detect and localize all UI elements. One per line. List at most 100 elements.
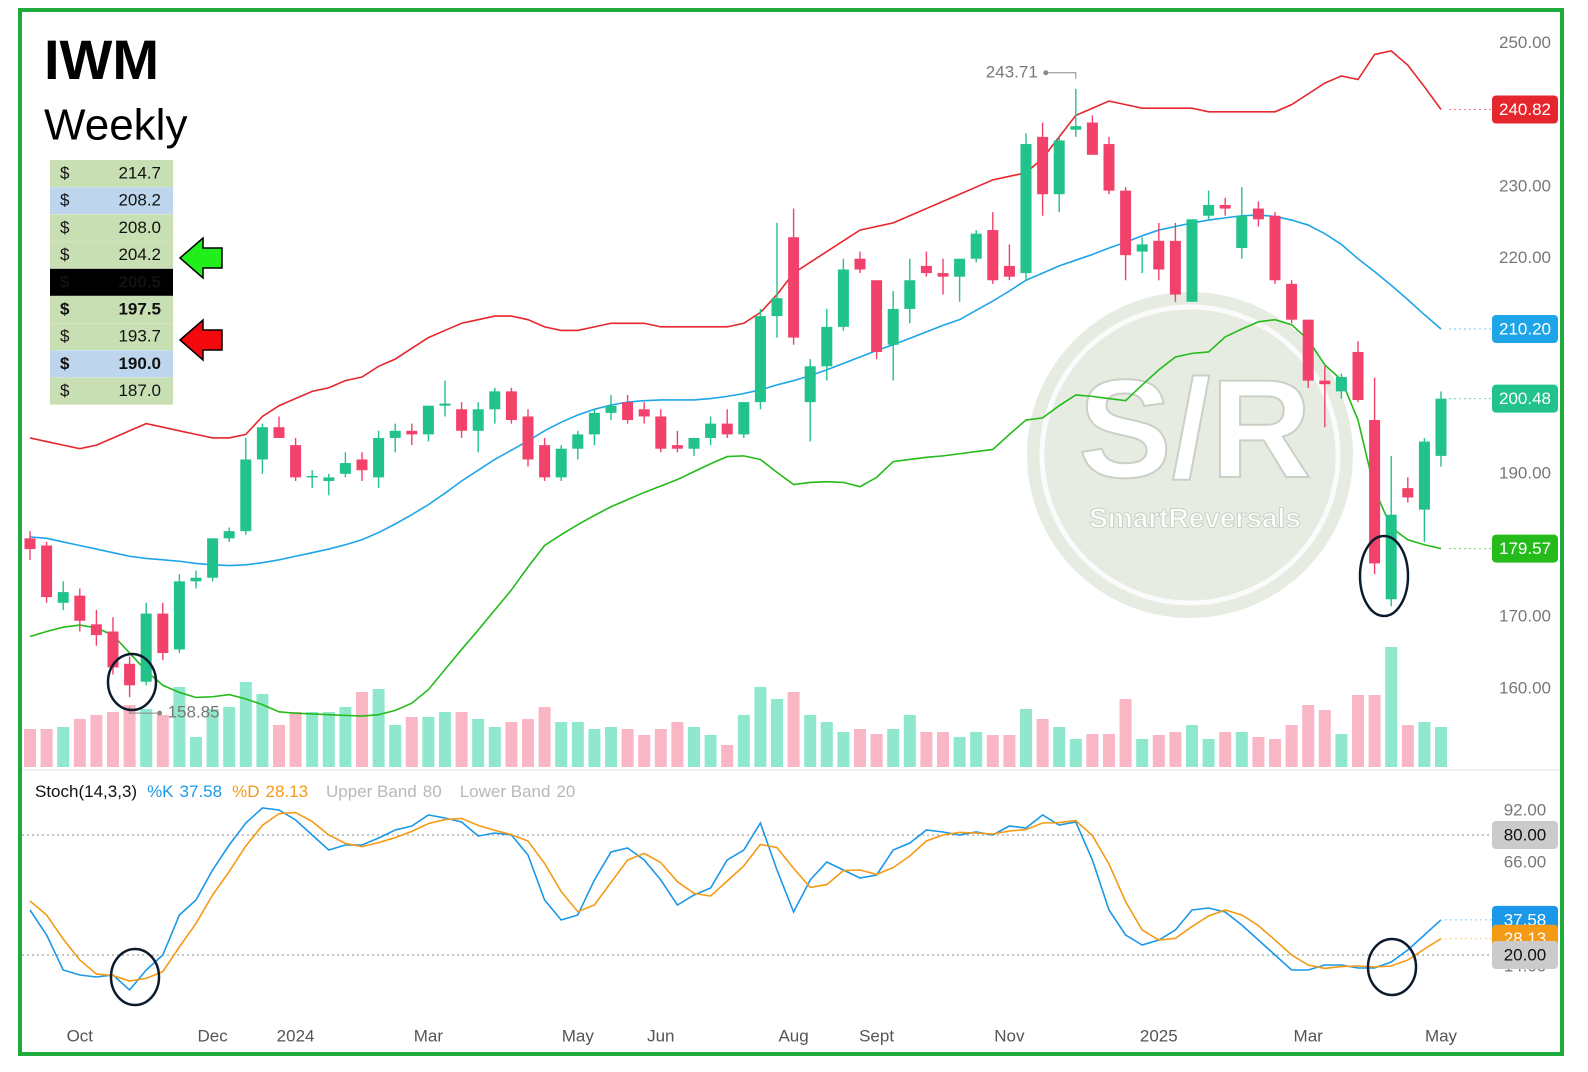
candle-body: [1335, 377, 1347, 392]
candle-body: [655, 416, 667, 449]
volume-bar: [455, 712, 468, 767]
candle-body: [1418, 441, 1430, 510]
x-tick-label: Mar: [1294, 1026, 1324, 1045]
volume-bar: [356, 692, 368, 767]
candle-body: [24, 538, 36, 550]
title: IWM: [44, 28, 159, 91]
y-tick-label: 66.00: [1504, 852, 1547, 871]
value-badge-label: 80.00: [1504, 825, 1547, 844]
candle-body: [1286, 283, 1298, 320]
indicator-line: [29, 807, 1442, 992]
volume-bar: [322, 712, 335, 767]
volume-bar: [206, 709, 219, 767]
candle-body: [638, 409, 650, 417]
volume-bar: [372, 689, 385, 767]
volume-bar: [588, 729, 601, 767]
candle-body: [1369, 420, 1381, 564]
volume-bar: [771, 699, 783, 767]
candle-body: [1352, 351, 1364, 400]
volume-bar: [1219, 732, 1232, 767]
volume-bar: [1086, 734, 1099, 767]
volume-bar: [1069, 739, 1082, 767]
candle-body: [290, 445, 302, 478]
y-tick-label: 170.00: [1499, 607, 1551, 626]
candle-body: [837, 269, 849, 327]
indicator-line: [29, 811, 1442, 982]
volume-bar: [405, 717, 418, 767]
volume-bar: [488, 727, 501, 767]
volume-bar: [123, 705, 136, 767]
subtitle: Weekly: [44, 101, 187, 150]
level-row: [50, 323, 173, 351]
candle-body: [140, 613, 152, 682]
x-tick-label: Dec: [197, 1026, 228, 1045]
highlight-circles: [106, 534, 1418, 1007]
level-symbol: $: [60, 327, 70, 346]
candle-body: [339, 463, 351, 474]
value-badge: [1492, 384, 1558, 413]
candle-body: [1003, 265, 1015, 277]
volume-bar: [986, 735, 999, 767]
candle-body: [522, 416, 534, 460]
volume-bar: [173, 687, 186, 767]
value-badge: [1492, 941, 1558, 969]
band-line: [29, 49, 1442, 450]
volume-bar: [1385, 647, 1398, 767]
volume-bar: [439, 712, 451, 767]
candle-body: [41, 545, 53, 598]
volume-bar: [903, 715, 916, 767]
circle: [109, 947, 161, 1007]
y-tick-label: 92.00: [1504, 800, 1547, 819]
circle: [1358, 534, 1410, 618]
x-tick-label: 2025: [1140, 1026, 1178, 1045]
x-tick-label: 2024: [277, 1026, 315, 1045]
candle-body: [389, 430, 401, 438]
candle-body: [1053, 140, 1065, 195]
volume-bar: [737, 715, 750, 767]
volume-bar: [937, 732, 949, 767]
legend-value: 37.58: [180, 782, 223, 801]
candle-body: [1120, 190, 1132, 256]
candle-body: [373, 437, 385, 478]
level-symbol: $: [60, 163, 70, 182]
candle-body: [1385, 514, 1397, 600]
candle-body: [754, 316, 766, 403]
volume-bar: [754, 687, 767, 767]
indicator-header: Stoch(14,3,3) %K 37.58 %D 28.13 Upper Band 80 L…: [35, 782, 575, 801]
level-symbol: $: [60, 218, 70, 237]
volume-bar: [1136, 739, 1149, 767]
candle-body: [671, 445, 683, 449]
candle-body: [721, 423, 733, 435]
y-tick-label: 190.00: [1499, 463, 1551, 482]
level-symbol: $: [60, 191, 70, 210]
candle-body: [157, 613, 169, 654]
level-price: 214.7: [118, 163, 161, 182]
level-symbol: $: [60, 299, 70, 318]
volume-bar: [704, 735, 717, 767]
level-price: 193.7: [118, 327, 161, 346]
volume-bar: [1036, 719, 1049, 767]
value-badge: [1492, 95, 1558, 124]
volume-bar: [688, 727, 700, 767]
watermark-name: SmartReversals: [1089, 502, 1301, 533]
candle-body: [572, 434, 584, 449]
candle-body: [406, 430, 418, 435]
volume-bar: [804, 715, 817, 767]
candle-body: [1402, 488, 1414, 498]
legend-name: %K: [147, 782, 174, 801]
volume-bar: [721, 745, 734, 767]
volume-bar: [273, 725, 285, 767]
value-badge-label: 200.48: [1499, 389, 1551, 408]
volume-bar: [605, 727, 617, 767]
candle-body: [804, 366, 816, 403]
candle-body: [605, 405, 617, 413]
level-price: 200.5: [118, 272, 161, 291]
volume-bar: [289, 712, 302, 767]
level-symbol: $: [60, 272, 70, 291]
circle: [106, 652, 158, 712]
candle-body: [987, 230, 999, 281]
watermark-disc: [1027, 292, 1353, 618]
volume-bar: [1235, 732, 1248, 767]
volume-bar: [538, 707, 551, 767]
candle-body: [1136, 244, 1148, 252]
